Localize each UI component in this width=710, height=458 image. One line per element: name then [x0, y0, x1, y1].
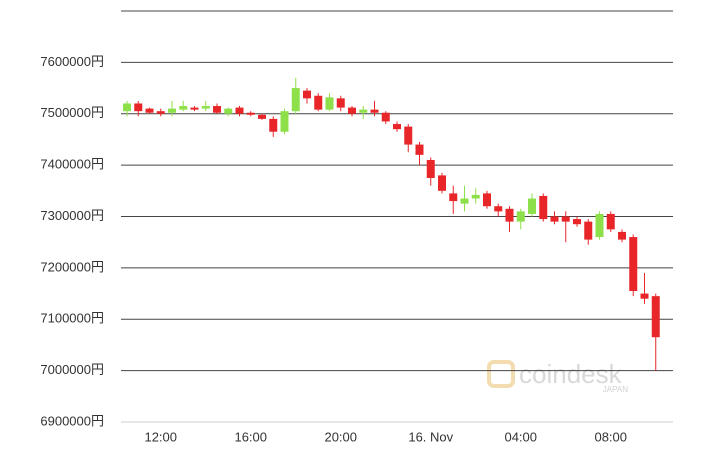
candle-body	[269, 118, 278, 132]
candle-body	[505, 208, 514, 222]
candle-body	[314, 95, 323, 110]
candle-body	[606, 213, 615, 230]
candle-body	[325, 97, 334, 110]
candle-body	[494, 206, 503, 212]
candle-body	[348, 107, 356, 114]
candle-body	[550, 216, 559, 222]
candle-body	[370, 109, 379, 113]
candle-body	[584, 221, 593, 240]
candle-body	[516, 211, 525, 222]
y-tick-label: 7600000円	[40, 54, 104, 69]
y-tick-label: 7000000円	[40, 362, 104, 377]
candle-body	[201, 106, 210, 109]
x-tick-label: 16. Nov	[408, 429, 453, 444]
candle-body	[145, 108, 154, 113]
x-tick-label: 12:00	[144, 429, 177, 444]
candle-body	[449, 193, 458, 202]
candle-body	[280, 111, 289, 132]
y-tick-label: 7100000円	[40, 311, 104, 326]
candle-body	[235, 107, 244, 114]
candle-body	[303, 90, 311, 99]
candle-body	[426, 159, 435, 178]
candle-body	[123, 103, 131, 112]
candle-body	[528, 198, 536, 214]
x-tick-label: 20:00	[324, 429, 357, 444]
candle-body	[381, 112, 390, 122]
candle-body	[595, 213, 604, 238]
watermark-logo	[487, 360, 515, 388]
candle-body	[471, 194, 480, 199]
x-tick-label: 16:00	[234, 429, 267, 444]
candle-body	[190, 107, 199, 110]
y-tick-label: 7300000円	[40, 208, 104, 223]
candle-body	[213, 106, 221, 113]
candle-body	[258, 114, 266, 119]
watermark: coindesk	[519, 359, 623, 389]
candle-body	[483, 193, 491, 207]
y-tick-label: 6900000円	[40, 413, 104, 428]
candle-body	[618, 231, 626, 240]
candle-body	[336, 98, 345, 108]
candle-body	[168, 108, 176, 113]
candle-body	[573, 219, 581, 225]
candle-body	[561, 216, 570, 222]
candle-body	[415, 144, 424, 155]
candle-body	[404, 126, 413, 145]
watermark-sub: JAPAN	[603, 385, 628, 394]
candle-body	[246, 112, 255, 115]
x-tick-label: 08:00	[594, 429, 627, 444]
candle-body	[460, 198, 469, 204]
candle-body	[291, 88, 300, 112]
candle-body	[134, 103, 143, 112]
y-tick-label: 7500000円	[40, 105, 104, 120]
y-tick-label: 7200000円	[40, 259, 104, 274]
x-tick-label: 04:00	[504, 429, 537, 444]
candle-body	[393, 124, 401, 130]
y-tick-label: 7400000円	[40, 157, 104, 172]
candle-body	[629, 237, 638, 291]
candle-body	[179, 106, 188, 110]
candle-body	[359, 109, 368, 113]
candle-body	[438, 175, 446, 191]
candle-body	[651, 296, 660, 338]
candle-body	[539, 195, 548, 220]
candle-body	[224, 108, 233, 114]
candle-body	[640, 293, 649, 299]
candle-body	[156, 111, 165, 114]
